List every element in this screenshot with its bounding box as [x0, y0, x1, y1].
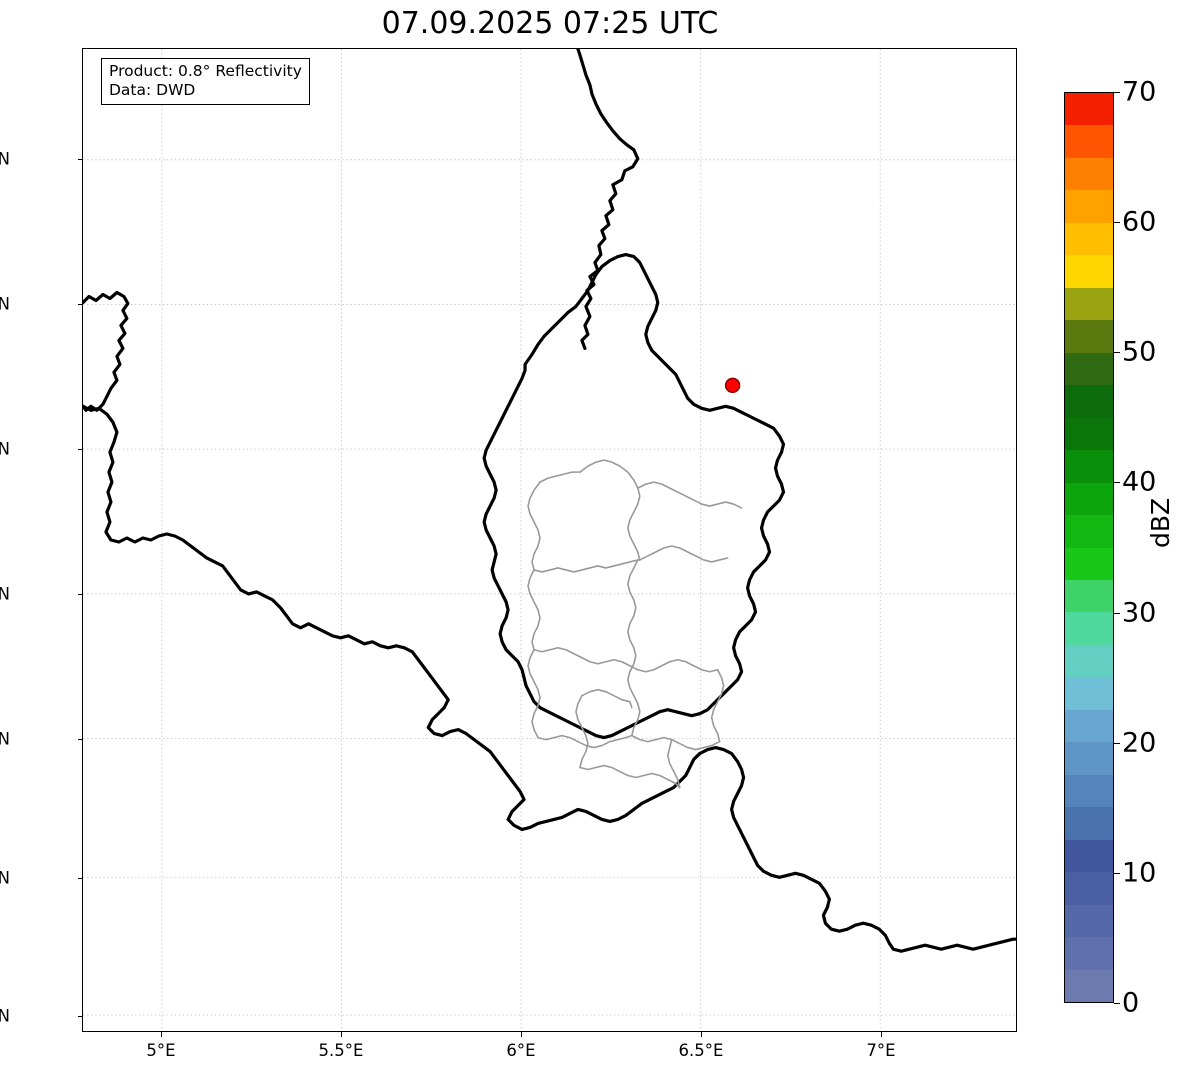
- colorbar-band: [1065, 806, 1113, 840]
- ytick-mark: [78, 739, 83, 740]
- colorbar-band: [1065, 578, 1113, 613]
- colorbar-band: [1065, 189, 1113, 223]
- colorbar-band: [1065, 124, 1113, 158]
- colorbar-axis-label: dBZ: [1146, 497, 1175, 548]
- colorbar-band: [1065, 611, 1113, 645]
- colorbar-tick-label-70: 70: [1122, 76, 1157, 108]
- ytick-label-50-25N: 50.25°N: [0, 294, 10, 314]
- ytick-mark: [78, 878, 83, 879]
- colorbar-tick-mark: [1114, 352, 1120, 353]
- colorbar-band: [1065, 481, 1113, 516]
- colorbar-band: [1065, 968, 1113, 1002]
- colorbar-band: [1065, 221, 1113, 256]
- colorbar-tick-mark: [1114, 92, 1120, 93]
- colorbar[interactable]: [1064, 92, 1114, 1003]
- info-box: Product: 0.8° Reflectivity Data: DWD: [101, 58, 310, 105]
- xtick-mark: [341, 1032, 342, 1037]
- colorbar-band: [1065, 871, 1113, 905]
- colorbar-band: [1065, 416, 1113, 451]
- xtick-mark: [161, 1032, 162, 1037]
- xtick-mark: [521, 1032, 522, 1037]
- colorbar-band: [1065, 319, 1113, 353]
- ytick-mark: [78, 1016, 83, 1017]
- map-canvas: [83, 49, 1016, 1031]
- colorbar-tick-mark: [1114, 222, 1120, 223]
- page-title: 07.09.2025 07:25 UTC: [381, 6, 719, 41]
- colorbar-tick-mark: [1114, 743, 1120, 744]
- info-data-line: Data: DWD: [109, 80, 196, 99]
- ytick-label-49-75N: 49.75°N: [0, 584, 10, 604]
- map-gridlines: [83, 49, 1016, 1031]
- colorbar-band: [1065, 773, 1113, 808]
- ytick-mark: [78, 449, 83, 450]
- colorbar-band: [1065, 838, 1113, 873]
- colorbar-band: [1065, 286, 1113, 321]
- colorbar-tick-mark: [1114, 873, 1120, 874]
- colorbar-tick-mark: [1114, 1003, 1120, 1004]
- ytick-label-49-5N: 49.5°N: [0, 729, 10, 749]
- colorbar-band: [1065, 936, 1113, 970]
- xtick-label-6-5E: 6.5°E: [678, 1041, 724, 1060]
- colorbar-tick-label-50: 50: [1122, 336, 1157, 368]
- colorbar-tick-mark: [1114, 482, 1120, 483]
- xtick-label-5-5E: 5.5°E: [318, 1041, 364, 1060]
- ytick-label-50-5N: 50.5°N: [0, 149, 10, 169]
- colorbar-tick-label-60: 60: [1122, 206, 1157, 238]
- ytick-mark: [78, 159, 83, 160]
- colorbar-band: [1065, 513, 1113, 548]
- colorbar-tick-label-30: 30: [1122, 597, 1157, 629]
- colorbar-tick-label-20: 20: [1122, 727, 1157, 759]
- ytick-label-49N: 49°N: [0, 1006, 10, 1026]
- ytick-label-49-25N: 49.25°N: [0, 868, 10, 888]
- xtick-label-6E: 6°E: [506, 1041, 536, 1060]
- colorbar-band: [1065, 741, 1113, 775]
- xtick-mark: [881, 1032, 882, 1037]
- colorbar-tick-label-10: 10: [1122, 857, 1157, 889]
- colorbar-band: [1065, 903, 1113, 938]
- colorbar-tick-label-40: 40: [1122, 466, 1157, 498]
- country-borders: [83, 49, 1016, 953]
- colorbar-band: [1065, 643, 1113, 678]
- ytick-label-50N: 50°N: [0, 439, 10, 459]
- colorbar-band: [1065, 449, 1113, 483]
- colorbar-band: [1065, 351, 1113, 386]
- map-plot-area[interactable]: Product: 0.8° Reflectivity Data: DWD: [82, 48, 1017, 1032]
- ytick-mark: [78, 594, 83, 595]
- xtick-label-7E: 7°E: [866, 1041, 896, 1060]
- info-product-line: Product: 0.8° Reflectivity: [109, 62, 302, 80]
- colorbar-band: [1065, 384, 1113, 418]
- colorbar-tick-mark: [1114, 613, 1120, 614]
- admin-boundaries: [527, 459, 743, 789]
- radar-site-marker[interactable]: [724, 377, 741, 394]
- colorbar-band: [1065, 546, 1113, 580]
- ytick-mark: [78, 304, 83, 305]
- xtick-label-5E: 5°E: [146, 1041, 176, 1060]
- colorbar-band: [1065, 676, 1113, 710]
- xtick-mark: [701, 1032, 702, 1037]
- colorbar-tick-label-0: 0: [1122, 987, 1140, 1019]
- colorbar-band: [1065, 93, 1113, 126]
- colorbar-band: [1065, 156, 1113, 191]
- colorbar-band: [1065, 708, 1113, 743]
- colorbar-band: [1065, 254, 1113, 288]
